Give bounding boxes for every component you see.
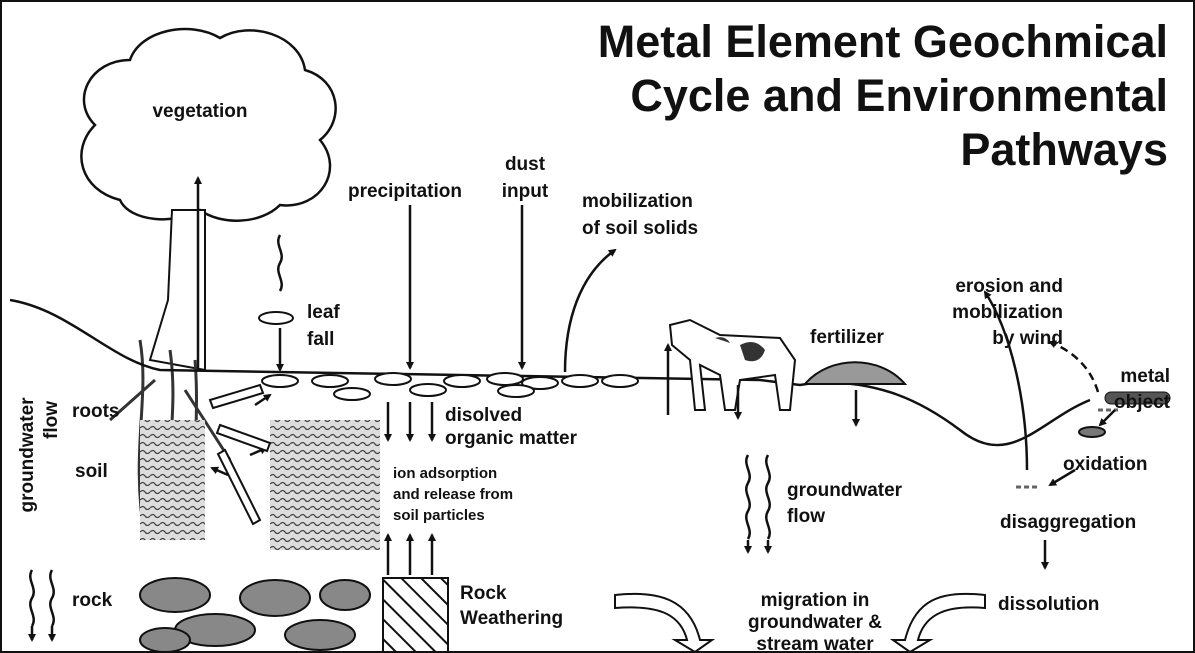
label: erosion and xyxy=(955,276,1063,297)
label: rock xyxy=(72,590,113,611)
label: flow xyxy=(787,506,825,527)
scene xyxy=(9,27,1171,653)
label: input xyxy=(502,181,549,202)
label: migration in xyxy=(761,590,870,611)
label: soil xyxy=(75,461,108,482)
title: Cycle and Environmental xyxy=(630,70,1168,121)
label: fall xyxy=(307,329,334,350)
label: groundwater xyxy=(787,480,903,501)
label: oxidation xyxy=(1063,454,1147,475)
label: vegetation xyxy=(152,101,247,122)
title: Metal Element Geochmical xyxy=(598,16,1168,67)
label: and release from xyxy=(393,486,513,503)
label: groundwater xyxy=(17,397,38,513)
label: precipitation xyxy=(348,181,462,202)
label: dust xyxy=(505,154,546,175)
label: of soil solids xyxy=(582,218,698,239)
label: soil particles xyxy=(393,507,485,524)
label: disolved xyxy=(445,405,522,426)
label: roots xyxy=(72,401,120,422)
label: fertilizer xyxy=(810,327,885,348)
label: ion adsorption xyxy=(393,465,497,482)
label: by wind xyxy=(992,328,1063,349)
label: metal xyxy=(1120,366,1170,387)
label: mobilization xyxy=(952,302,1063,323)
label: organic matter xyxy=(445,428,578,449)
label: object xyxy=(1114,392,1171,413)
label: mobilization xyxy=(582,191,693,212)
label: leaf xyxy=(307,302,340,323)
title: Pathways xyxy=(960,124,1168,175)
label: Weathering xyxy=(460,608,563,629)
label: disaggregation xyxy=(1000,512,1136,533)
label: dissolution xyxy=(998,594,1099,615)
label: flow xyxy=(41,401,62,439)
label: Rock xyxy=(460,583,507,604)
label: groundwater & xyxy=(748,612,882,633)
label: stream water xyxy=(756,634,874,653)
